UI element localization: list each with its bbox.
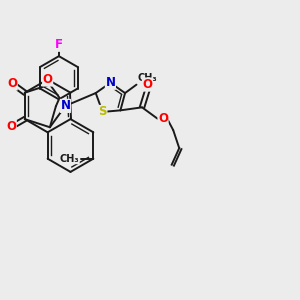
- Text: O: O: [43, 73, 52, 86]
- Text: CH₃: CH₃: [138, 73, 158, 83]
- Text: CH₃: CH₃: [60, 154, 79, 164]
- Text: N: N: [105, 76, 116, 89]
- Text: S: S: [98, 105, 107, 119]
- Text: F: F: [55, 38, 63, 51]
- Text: O: O: [7, 77, 17, 90]
- Text: O: O: [142, 78, 152, 91]
- Text: O: O: [158, 112, 168, 125]
- Text: O: O: [6, 120, 16, 134]
- Text: N: N: [60, 99, 70, 112]
